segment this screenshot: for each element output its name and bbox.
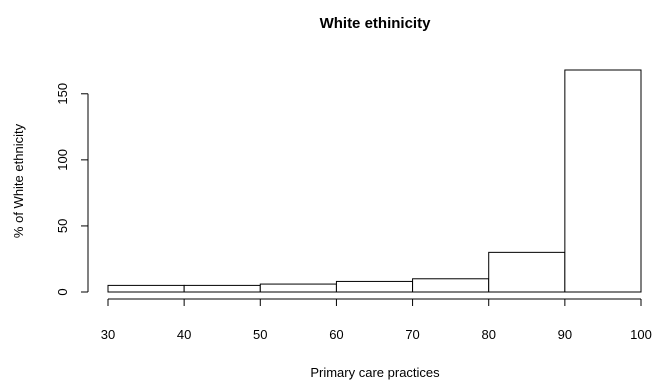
histogram-bar-90-100: [564, 69, 642, 293]
y-tick-label-150: 150: [55, 83, 70, 105]
y-axis: 0 50 100 150: [55, 83, 89, 296]
x-axis-label: Primary care practices: [310, 365, 440, 380]
histogram-bar-50-60: [259, 283, 337, 293]
histogram-bar-70-80: [412, 278, 490, 293]
x-tick-label-40: 40: [177, 327, 191, 342]
chart-title: White ethinicity: [320, 15, 431, 32]
x-tick-label-90: 90: [558, 327, 572, 342]
y-tick-label-50: 50: [55, 219, 70, 233]
histogram-bar-80-90: [488, 251, 566, 293]
y-axis-label: % of White ethnicity: [11, 123, 26, 238]
histogram-bar-30-40: [107, 284, 185, 293]
x-tick-label-70: 70: [405, 327, 419, 342]
y-tick-label-100: 100: [55, 149, 70, 171]
x-tick-label-50: 50: [253, 327, 267, 342]
x-tick-label-80: 80: [481, 327, 495, 342]
histogram-bar-60-70: [335, 280, 414, 293]
histogram-bar-40-50: [183, 284, 261, 293]
x-axis: 30 40 50 60 70 80 90 100: [101, 298, 652, 342]
x-tick-label-30: 30: [101, 327, 115, 342]
x-tick-label-60: 60: [329, 327, 343, 342]
x-tick-label-100: 100: [630, 327, 652, 342]
bars-group: [107, 69, 642, 293]
y-tick-label-0: 0: [55, 288, 70, 295]
